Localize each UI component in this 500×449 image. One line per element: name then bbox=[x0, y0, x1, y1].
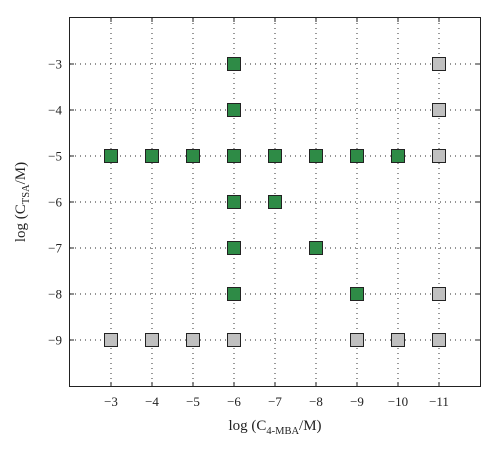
data-point bbox=[145, 149, 159, 163]
x-tick-label: −7 bbox=[268, 394, 282, 409]
x-tick-label: −8 bbox=[309, 394, 323, 409]
x-tick-label: −9 bbox=[350, 394, 364, 409]
data-point bbox=[391, 333, 405, 347]
x-axis-label: log (C4-MBA/M) bbox=[228, 418, 321, 437]
data-point bbox=[145, 333, 159, 347]
data-point bbox=[227, 241, 241, 255]
data-point bbox=[227, 333, 241, 347]
data-point bbox=[432, 333, 446, 347]
data-point bbox=[432, 57, 446, 71]
plot-frame bbox=[69, 17, 481, 387]
x-tick-label: −11 bbox=[429, 394, 449, 409]
data-point bbox=[350, 287, 364, 301]
data-point bbox=[350, 333, 364, 347]
y-tick-label: −7 bbox=[48, 241, 62, 256]
y-tick-label: −9 bbox=[48, 333, 62, 348]
data-points bbox=[104, 57, 446, 347]
y-tick-label: −8 bbox=[48, 287, 62, 302]
data-point bbox=[268, 195, 282, 209]
y-tick-label: −5 bbox=[48, 149, 62, 164]
data-point bbox=[309, 149, 323, 163]
y-tick-label: −4 bbox=[48, 103, 62, 118]
y-tick-labels: −3 −4 −5 −6 −7 −8 −9 bbox=[48, 57, 62, 348]
x-tick-label: −3 bbox=[104, 394, 118, 409]
axis-ticks bbox=[70, 18, 480, 386]
x-tick-labels: −3 −4 −5 −6 −7 −8 −9 −10 −11 bbox=[104, 394, 449, 409]
data-point bbox=[186, 149, 200, 163]
data-point bbox=[227, 149, 241, 163]
x-tick-label: −10 bbox=[388, 394, 408, 409]
data-point bbox=[104, 333, 118, 347]
x-tick-label: −6 bbox=[227, 394, 241, 409]
data-point bbox=[268, 149, 282, 163]
data-point bbox=[227, 103, 241, 117]
data-point bbox=[309, 241, 323, 255]
data-point bbox=[104, 149, 118, 163]
y-tick-label: −3 bbox=[48, 57, 62, 72]
data-point bbox=[350, 149, 364, 163]
data-point bbox=[432, 149, 446, 163]
y-tick-label: −6 bbox=[48, 195, 62, 210]
data-point bbox=[391, 149, 405, 163]
data-point bbox=[227, 57, 241, 71]
data-point bbox=[227, 195, 241, 209]
x-tick-label: −5 bbox=[186, 394, 200, 409]
data-point bbox=[432, 287, 446, 301]
data-point bbox=[432, 103, 446, 117]
data-point bbox=[186, 333, 200, 347]
y-axis-label: log (CTSA/M) bbox=[13, 162, 32, 242]
x-tick-label: −4 bbox=[145, 394, 159, 409]
data-point bbox=[227, 287, 241, 301]
